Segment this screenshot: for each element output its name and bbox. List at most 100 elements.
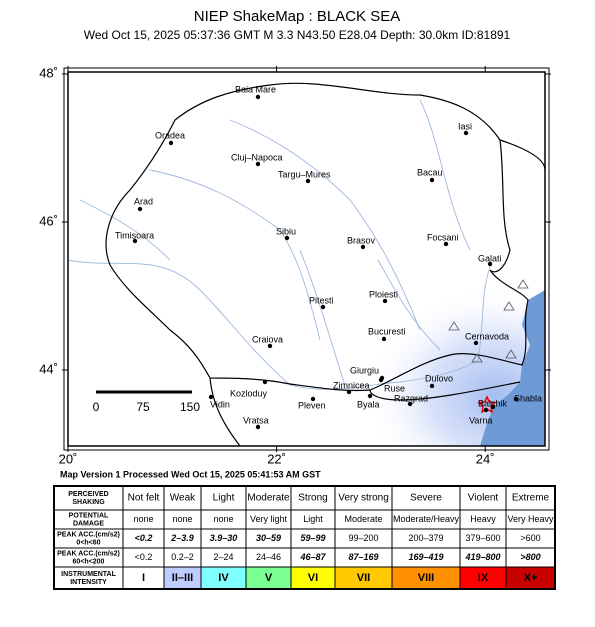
row-header: INTENSITY <box>70 579 107 586</box>
city-label: Zimnicea <box>333 380 370 390</box>
rivers <box>68 99 493 390</box>
cell-text: Heavy <box>470 514 496 524</box>
subtitle: Wed Oct 15, 2025 05:37:36 GMT M 3.3 N43.… <box>84 28 511 42</box>
intensity-label: X+ <box>524 572 538 584</box>
cell-text: 0.2–2 <box>171 552 194 562</box>
city-label: Vidin <box>210 399 230 409</box>
city-dot <box>513 396 519 402</box>
city-dot <box>168 140 174 146</box>
cell-text: Very Heavy <box>507 514 554 524</box>
city-label: Bacau <box>417 167 443 177</box>
city-label: Pitesti <box>309 295 334 305</box>
city-label: Razgrad <box>394 393 428 403</box>
cell-text: 87–169 <box>348 552 378 562</box>
city-label: Arad <box>134 196 153 206</box>
city-dot <box>255 94 261 100</box>
city-dot <box>132 238 138 244</box>
intensity-label: V <box>265 572 273 584</box>
city-label: Ploiesti <box>369 289 398 299</box>
scale-label: 150 <box>180 400 200 414</box>
city-label: Balchik <box>478 398 508 408</box>
row-header: DAMAGE <box>73 520 104 527</box>
city-label: Pleven <box>298 400 326 410</box>
row-header: INSTRUMENTAL <box>61 571 116 578</box>
city-label: Sibiu <box>276 226 296 236</box>
city-label: Shabla <box>514 393 542 403</box>
cell <box>245 485 292 511</box>
scale-label: 75 <box>136 400 150 414</box>
title: NIEP ShakeMap : BLACK SEA <box>194 8 401 25</box>
city-label: Galati <box>478 253 502 263</box>
intensity-label: I <box>142 572 145 584</box>
cell-text: Not felt <box>128 493 160 504</box>
cell-text: >600 <box>520 533 540 543</box>
row-header: PEAK ACC.(cm/s2) <box>57 550 120 557</box>
city-dot <box>487 261 493 267</box>
cell <box>163 485 202 511</box>
city-dot <box>443 241 449 247</box>
row-header: PERCEIVED <box>68 491 108 498</box>
intensity-label: II–III <box>172 572 193 584</box>
city-label: Giurgiu <box>350 365 379 375</box>
cell-text: 24–46 <box>256 552 281 562</box>
city-dot <box>407 401 413 407</box>
map-frame <box>67 71 546 447</box>
cell-text: Light <box>303 514 323 524</box>
city-dot <box>255 424 261 430</box>
bulgaria-border <box>209 377 521 446</box>
city-dot <box>429 383 435 389</box>
cell-text: <0.2 <box>135 552 153 562</box>
cities: Baia Mare Oradea Cluj–Napoca Targu–Mures Ias… <box>115 84 542 430</box>
cell <box>122 485 165 511</box>
lon-label: 20˚ <box>59 451 78 466</box>
cell-text: Extreme <box>512 493 550 504</box>
city-label: Focsani <box>427 232 459 242</box>
cell-text: 379–600 <box>465 533 500 543</box>
city-dot <box>360 244 366 250</box>
cell-text: 59–99 <box>300 533 325 543</box>
scale-label: 0 <box>93 400 100 414</box>
city-label: Kozloduy <box>230 388 268 398</box>
city-label: Cernavoda <box>465 331 509 341</box>
city-label: Targu–Mures <box>278 169 331 179</box>
lon-label: 22˚ <box>267 451 286 466</box>
city-dot <box>208 394 214 400</box>
cell-text: Moderate/Heavy <box>393 514 460 524</box>
city-dot <box>255 161 261 167</box>
table-border <box>53 485 556 590</box>
city-dot <box>367 393 373 399</box>
city-label: Cluj–Napoca <box>231 152 283 162</box>
cell-text: Severe <box>410 493 442 504</box>
cell-text: Very light <box>250 514 288 524</box>
cell-text: >800 <box>520 552 540 562</box>
cell-text: 200–379 <box>408 533 443 543</box>
city-label: Iasi <box>458 121 472 131</box>
row-header: SHAKING <box>72 499 105 506</box>
cell-text: none <box>213 514 233 524</box>
city-dot <box>378 377 384 383</box>
cell-text: 46–87 <box>299 552 326 562</box>
city-dot <box>320 304 326 310</box>
map-area: Baia Mare Oradea Cluj–Napoca Targu–Mures Ias… <box>68 72 545 446</box>
city-label: Oradea <box>155 130 185 140</box>
scale-labels: 0 75 150 <box>93 400 201 414</box>
lat-label: 48˚ <box>39 65 58 80</box>
lat-label: 46˚ <box>39 213 58 228</box>
cell-text: Light <box>213 493 235 504</box>
row-header: PEAK ACC.(cm/s2) <box>57 531 120 538</box>
black-sea <box>480 290 545 446</box>
row-header: 60<h<200 <box>73 558 105 565</box>
cell-text: 30–59 <box>256 533 281 543</box>
city-dot <box>381 336 387 342</box>
city-dot <box>483 407 489 413</box>
intensity-label: IX <box>478 572 489 584</box>
cell-text: none <box>172 514 192 524</box>
cell-text: Moderate <box>247 493 290 504</box>
intensity-label: VIII <box>418 572 435 584</box>
city-dot <box>284 235 290 241</box>
city-dot <box>310 396 316 402</box>
city-dot <box>137 206 143 212</box>
cell-text: 169–419 <box>408 552 443 562</box>
city-dot <box>473 340 479 346</box>
